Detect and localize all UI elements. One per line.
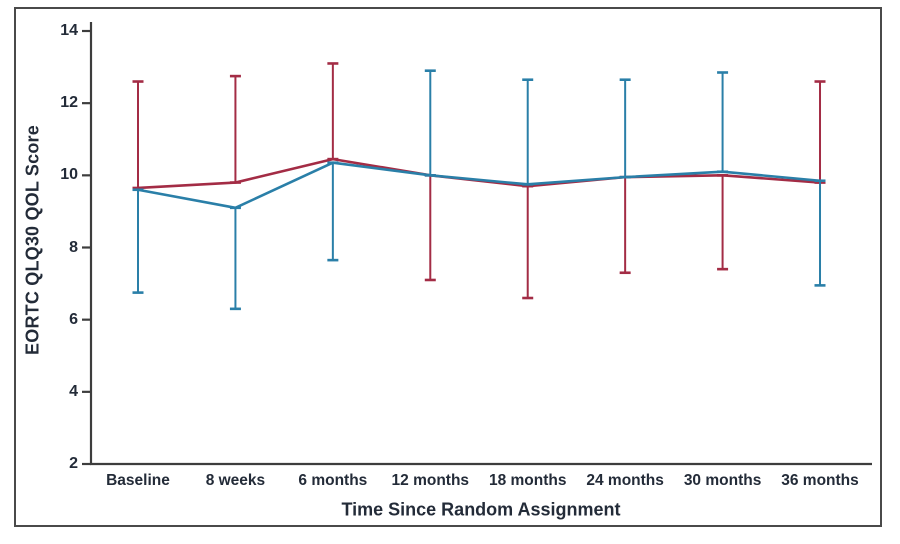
x-axis-title: Time Since Random Assignment [341, 499, 621, 520]
x-category-label: 24 months [586, 472, 664, 489]
error-bar [619, 78, 631, 179]
error-bar [327, 161, 339, 262]
series-line-blue-arm [136, 161, 822, 210]
series-blue-arm [132, 69, 826, 311]
error-bar [522, 78, 534, 186]
y-tick-label: 2 [69, 455, 78, 472]
x-category-label: 18 months [488, 472, 567, 489]
x-category-label: 8 weeks [205, 472, 266, 489]
error-bar [132, 188, 144, 294]
x-category-label: 36 months [781, 472, 859, 489]
x-category-label: 6 months [298, 472, 368, 489]
y-tick-label: 12 [60, 94, 78, 112]
error-bar [132, 80, 144, 190]
error-bar [522, 184, 534, 300]
x-category-label: Baseline [106, 472, 170, 489]
y-tick-label: 10 [60, 166, 78, 184]
error-bar [424, 69, 436, 177]
error-bar [814, 179, 826, 287]
axes [82, 22, 872, 466]
error-bar [814, 80, 826, 184]
x-category-label: 12 months [391, 472, 470, 489]
error-bar [717, 71, 729, 174]
y-tick-label: 6 [69, 310, 78, 328]
error-bar [424, 174, 436, 282]
y-tick-label: 8 [69, 238, 78, 256]
error-bar [619, 175, 631, 275]
error-bar [717, 174, 729, 271]
error-bar [229, 206, 241, 311]
y-tick-label: 4 [69, 382, 78, 400]
x-category-label: 30 months [683, 472, 762, 489]
error-bar [229, 74, 241, 184]
y-tick-label: 14 [60, 22, 78, 39]
figure-border [14, 7, 882, 527]
error-bar [327, 62, 339, 161]
